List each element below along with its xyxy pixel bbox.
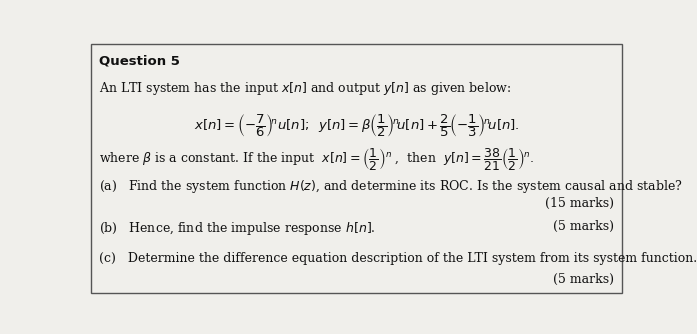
Text: (c)   Determine the difference equation description of the LTI system from its s: (c) Determine the difference equation de…: [99, 252, 697, 265]
Text: (5 marks): (5 marks): [553, 273, 614, 286]
Text: (a)   Find the system function $H(z)$, and determine its ROC. Is the system caus: (a) Find the system function $H(z)$, and…: [99, 178, 682, 195]
FancyBboxPatch shape: [91, 44, 622, 293]
Text: (15 marks): (15 marks): [545, 197, 614, 210]
Text: where $\beta$ is a constant. If the input  $x[n] = \left(\dfrac{1}{2}\right)^{n}: where $\beta$ is a constant. If the inpu…: [99, 146, 535, 172]
Text: (b)   Hence, find the impulse response $h[n]$.: (b) Hence, find the impulse response $h[…: [99, 220, 376, 237]
Text: An LTI system has the input $x[n]$ and output $y[n]$ as given below:: An LTI system has the input $x[n]$ and o…: [99, 80, 512, 97]
Text: Question 5: Question 5: [99, 54, 180, 67]
Text: (5 marks): (5 marks): [553, 220, 614, 233]
Text: $x[n] = \left(-\dfrac{7}{6}\right)^{\!n}u[n];\;\; y[n] = \beta\left(\dfrac{1}{2}: $x[n] = \left(-\dfrac{7}{6}\right)^{\!n}…: [194, 112, 520, 139]
